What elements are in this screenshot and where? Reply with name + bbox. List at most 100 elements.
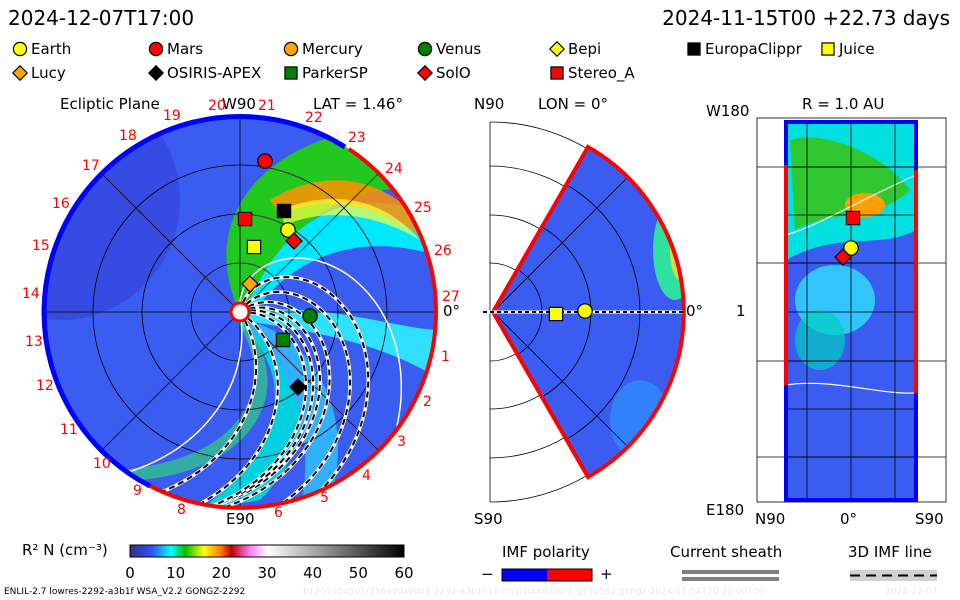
carrington-label: 2 (423, 394, 432, 410)
model-info: ENLIL-2.7 lowres-2292-a3b1f WSA_V2.2 GON… (4, 587, 246, 597)
lat-label: LAT = 1.46° (313, 95, 403, 113)
polarity-ring-negative (41, 114, 347, 313)
datetime: 2024-12-07T17:00 (8, 6, 195, 30)
legend-item-bepi: Bepi (549, 40, 601, 58)
legend-item-parkersp: ParkerSP (283, 64, 368, 82)
faint-date: 2024-12-07 (885, 587, 938, 597)
colorbar-label: R² N (cm⁻³) (22, 541, 108, 559)
parkersp-marker (275, 332, 291, 348)
earth-marker (577, 303, 593, 319)
imf-line-swatch (850, 570, 937, 581)
ecliptic-right-label: 0° (443, 302, 461, 320)
legend-label: Venus (436, 40, 482, 58)
ecliptic-title: Ecliptic Plane (60, 95, 160, 113)
carrington-label: 3 (397, 434, 406, 450)
legend-label: Lucy (31, 64, 66, 82)
europaclippr-marker (276, 203, 292, 219)
legend-item-lucy: Lucy (12, 64, 66, 82)
current-sheath-swatch (682, 570, 779, 574)
colorbar-tick-label: 60 (394, 564, 413, 582)
juice-marker-icon (821, 42, 835, 56)
legend-label: Earth (31, 40, 72, 58)
imf-positive-swatch (547, 569, 592, 581)
legend-item-mars: Mars (148, 40, 203, 58)
osiris-apex-marker (289, 378, 307, 396)
colorbar (129, 544, 405, 558)
legend-label: Mars (167, 40, 204, 58)
carrington-label: 25 (414, 200, 432, 216)
carrington-label: 14 (22, 286, 40, 302)
carrington-label: 4 (362, 468, 371, 484)
carrington-label: 22 (305, 110, 323, 126)
ecliptic-plane-panel (41, 114, 439, 510)
stereo_a-marker-icon (550, 66, 564, 80)
carrington-label: 11 (60, 422, 78, 438)
bepi-marker-icon (549, 41, 565, 57)
carrington-label: 24 (385, 161, 403, 177)
solo-marker (834, 248, 852, 266)
ecliptic-bottom-label: E90 (226, 510, 255, 528)
run-info: 2024-11-15T00 +22.73 days (662, 6, 950, 30)
radial-x-label: 0° (840, 510, 858, 528)
legend-label: Juice (839, 40, 875, 58)
ecliptic-top-label: W90 (222, 95, 256, 113)
legend-item-juice: Juice (820, 40, 875, 58)
colorbar-tick-label: 10 (166, 564, 185, 582)
venus-marker (302, 308, 318, 324)
carrington-label: 6 (274, 505, 283, 521)
colorbar-tick-label: 50 (349, 564, 368, 582)
r-label: R = 1.0 AU (802, 95, 885, 113)
radial-x-label: S90 (915, 510, 944, 528)
imf-line-title: 3D IMF line (848, 543, 932, 561)
earth-marker (843, 240, 859, 256)
parkersp-marker-icon (284, 66, 298, 80)
legend-item-osiris-apex: OSIRIS-APEX (148, 64, 261, 82)
carrington-label: 9 (133, 483, 142, 499)
carrington-label: 20 (208, 98, 226, 114)
polarity-ring-positive (149, 147, 439, 510)
legend-label: EuropaClippr (705, 40, 802, 58)
mars-marker (257, 153, 273, 169)
radial-mid-label: 1 (736, 302, 746, 320)
current-sheath-title: Current sheath (670, 543, 783, 561)
current-sheath-line (239, 257, 403, 437)
earth-marker-icon (12, 41, 28, 57)
radial-panel (756, 117, 947, 503)
imf-minus: − (481, 565, 494, 583)
stereo_a-marker (237, 211, 253, 227)
stereo_a-marker (845, 210, 861, 226)
legend-item-mercury: Mercury (283, 40, 363, 58)
juice-marker (548, 306, 564, 322)
carrington-label: 10 (93, 456, 111, 472)
carrington-label: 5 (320, 490, 329, 506)
imf-plus: + (600, 565, 613, 583)
meridional-bottom-label: S90 (474, 510, 503, 528)
legend-item-stereo_a: Stereo_A (549, 64, 635, 82)
carrington-label: 15 (32, 238, 50, 254)
carrington-label: 17 (82, 158, 100, 174)
meridional-right-label: 0° (686, 302, 704, 320)
imf-negative-swatch (502, 569, 547, 581)
legend-item-europaclippr: EuropaClippr (686, 40, 802, 58)
carrington-label: 16 (52, 196, 70, 212)
mars-marker-icon (148, 41, 164, 57)
radial-top-label: W180 (706, 102, 750, 120)
osiris-apex-marker-icon (148, 65, 164, 81)
legend-label: Stereo_A (568, 64, 635, 82)
carrington-label: 19 (163, 108, 181, 124)
carrington-label: 8 (177, 502, 186, 518)
legend-item-venus: Venus (417, 40, 481, 58)
earth-marker (280, 222, 296, 238)
solo-marker-icon (417, 65, 433, 81)
carrington-label: 27 (442, 289, 460, 305)
colorbar-tick-label: 0 (125, 564, 135, 582)
legend-label: OSIRIS-APEX (167, 64, 262, 82)
carrington-label: 12 (36, 378, 54, 394)
solo-marker (285, 232, 303, 250)
imf-polarity-title: IMF polarity (502, 543, 590, 561)
lon-label: LON = 0° (538, 95, 608, 113)
mercury-marker-icon (283, 41, 299, 57)
current-sheath-line (124, 321, 243, 474)
carrington-label: 21 (258, 98, 276, 114)
